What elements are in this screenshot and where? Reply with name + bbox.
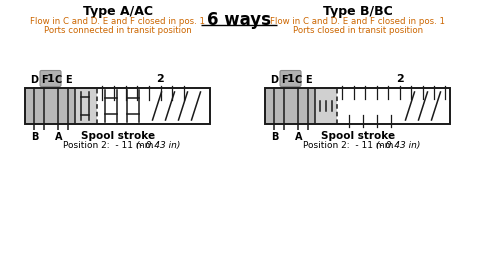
Bar (25, 88, 76, 124)
Text: 2: 2 (156, 73, 163, 84)
Text: A: A (55, 132, 62, 142)
Text: Ports connected in transit position: Ports connected in transit position (44, 26, 192, 35)
Text: Position 2:  - 11 mm: Position 2: - 11 mm (64, 141, 157, 150)
Text: Flow in C and D. E and F closed in pos. 1: Flow in C and D. E and F closed in pos. … (271, 17, 445, 26)
Bar (265, 88, 315, 124)
Text: (- 0.43 in): (- 0.43 in) (136, 141, 180, 150)
Bar (25, 88, 210, 124)
FancyBboxPatch shape (40, 70, 61, 86)
Text: (- 0.43 in): (- 0.43 in) (376, 141, 420, 150)
Text: 1: 1 (287, 73, 294, 84)
Text: 6 ways: 6 ways (207, 11, 271, 29)
Text: Ports closed in transit position: Ports closed in transit position (293, 26, 423, 35)
Text: 2: 2 (396, 73, 403, 84)
Bar (265, 88, 450, 124)
Bar (25, 88, 210, 124)
Text: B: B (31, 132, 38, 142)
Bar (76, 88, 98, 124)
Text: C: C (295, 75, 302, 85)
Text: 1: 1 (47, 73, 54, 84)
Text: A: A (295, 132, 302, 142)
Text: D: D (271, 75, 279, 85)
Text: Position 2:  - 11 mm: Position 2: - 11 mm (304, 141, 397, 150)
Bar (265, 88, 450, 124)
Text: E: E (305, 75, 312, 85)
Text: Flow in C and D. E and F closed in pos. 1: Flow in C and D. E and F closed in pos. … (31, 17, 206, 26)
Text: C: C (55, 75, 62, 85)
FancyBboxPatch shape (280, 70, 301, 86)
Text: F: F (41, 75, 48, 85)
Text: D: D (31, 75, 39, 85)
Text: Spool stroke: Spool stroke (81, 131, 155, 141)
Bar (315, 88, 337, 124)
Text: F: F (281, 75, 288, 85)
Text: Type A/AC: Type A/AC (83, 5, 153, 18)
Text: B: B (271, 132, 278, 142)
Text: E: E (65, 75, 72, 85)
Text: Spool stroke: Spool stroke (321, 131, 395, 141)
Text: Type B/BC: Type B/BC (323, 5, 393, 18)
